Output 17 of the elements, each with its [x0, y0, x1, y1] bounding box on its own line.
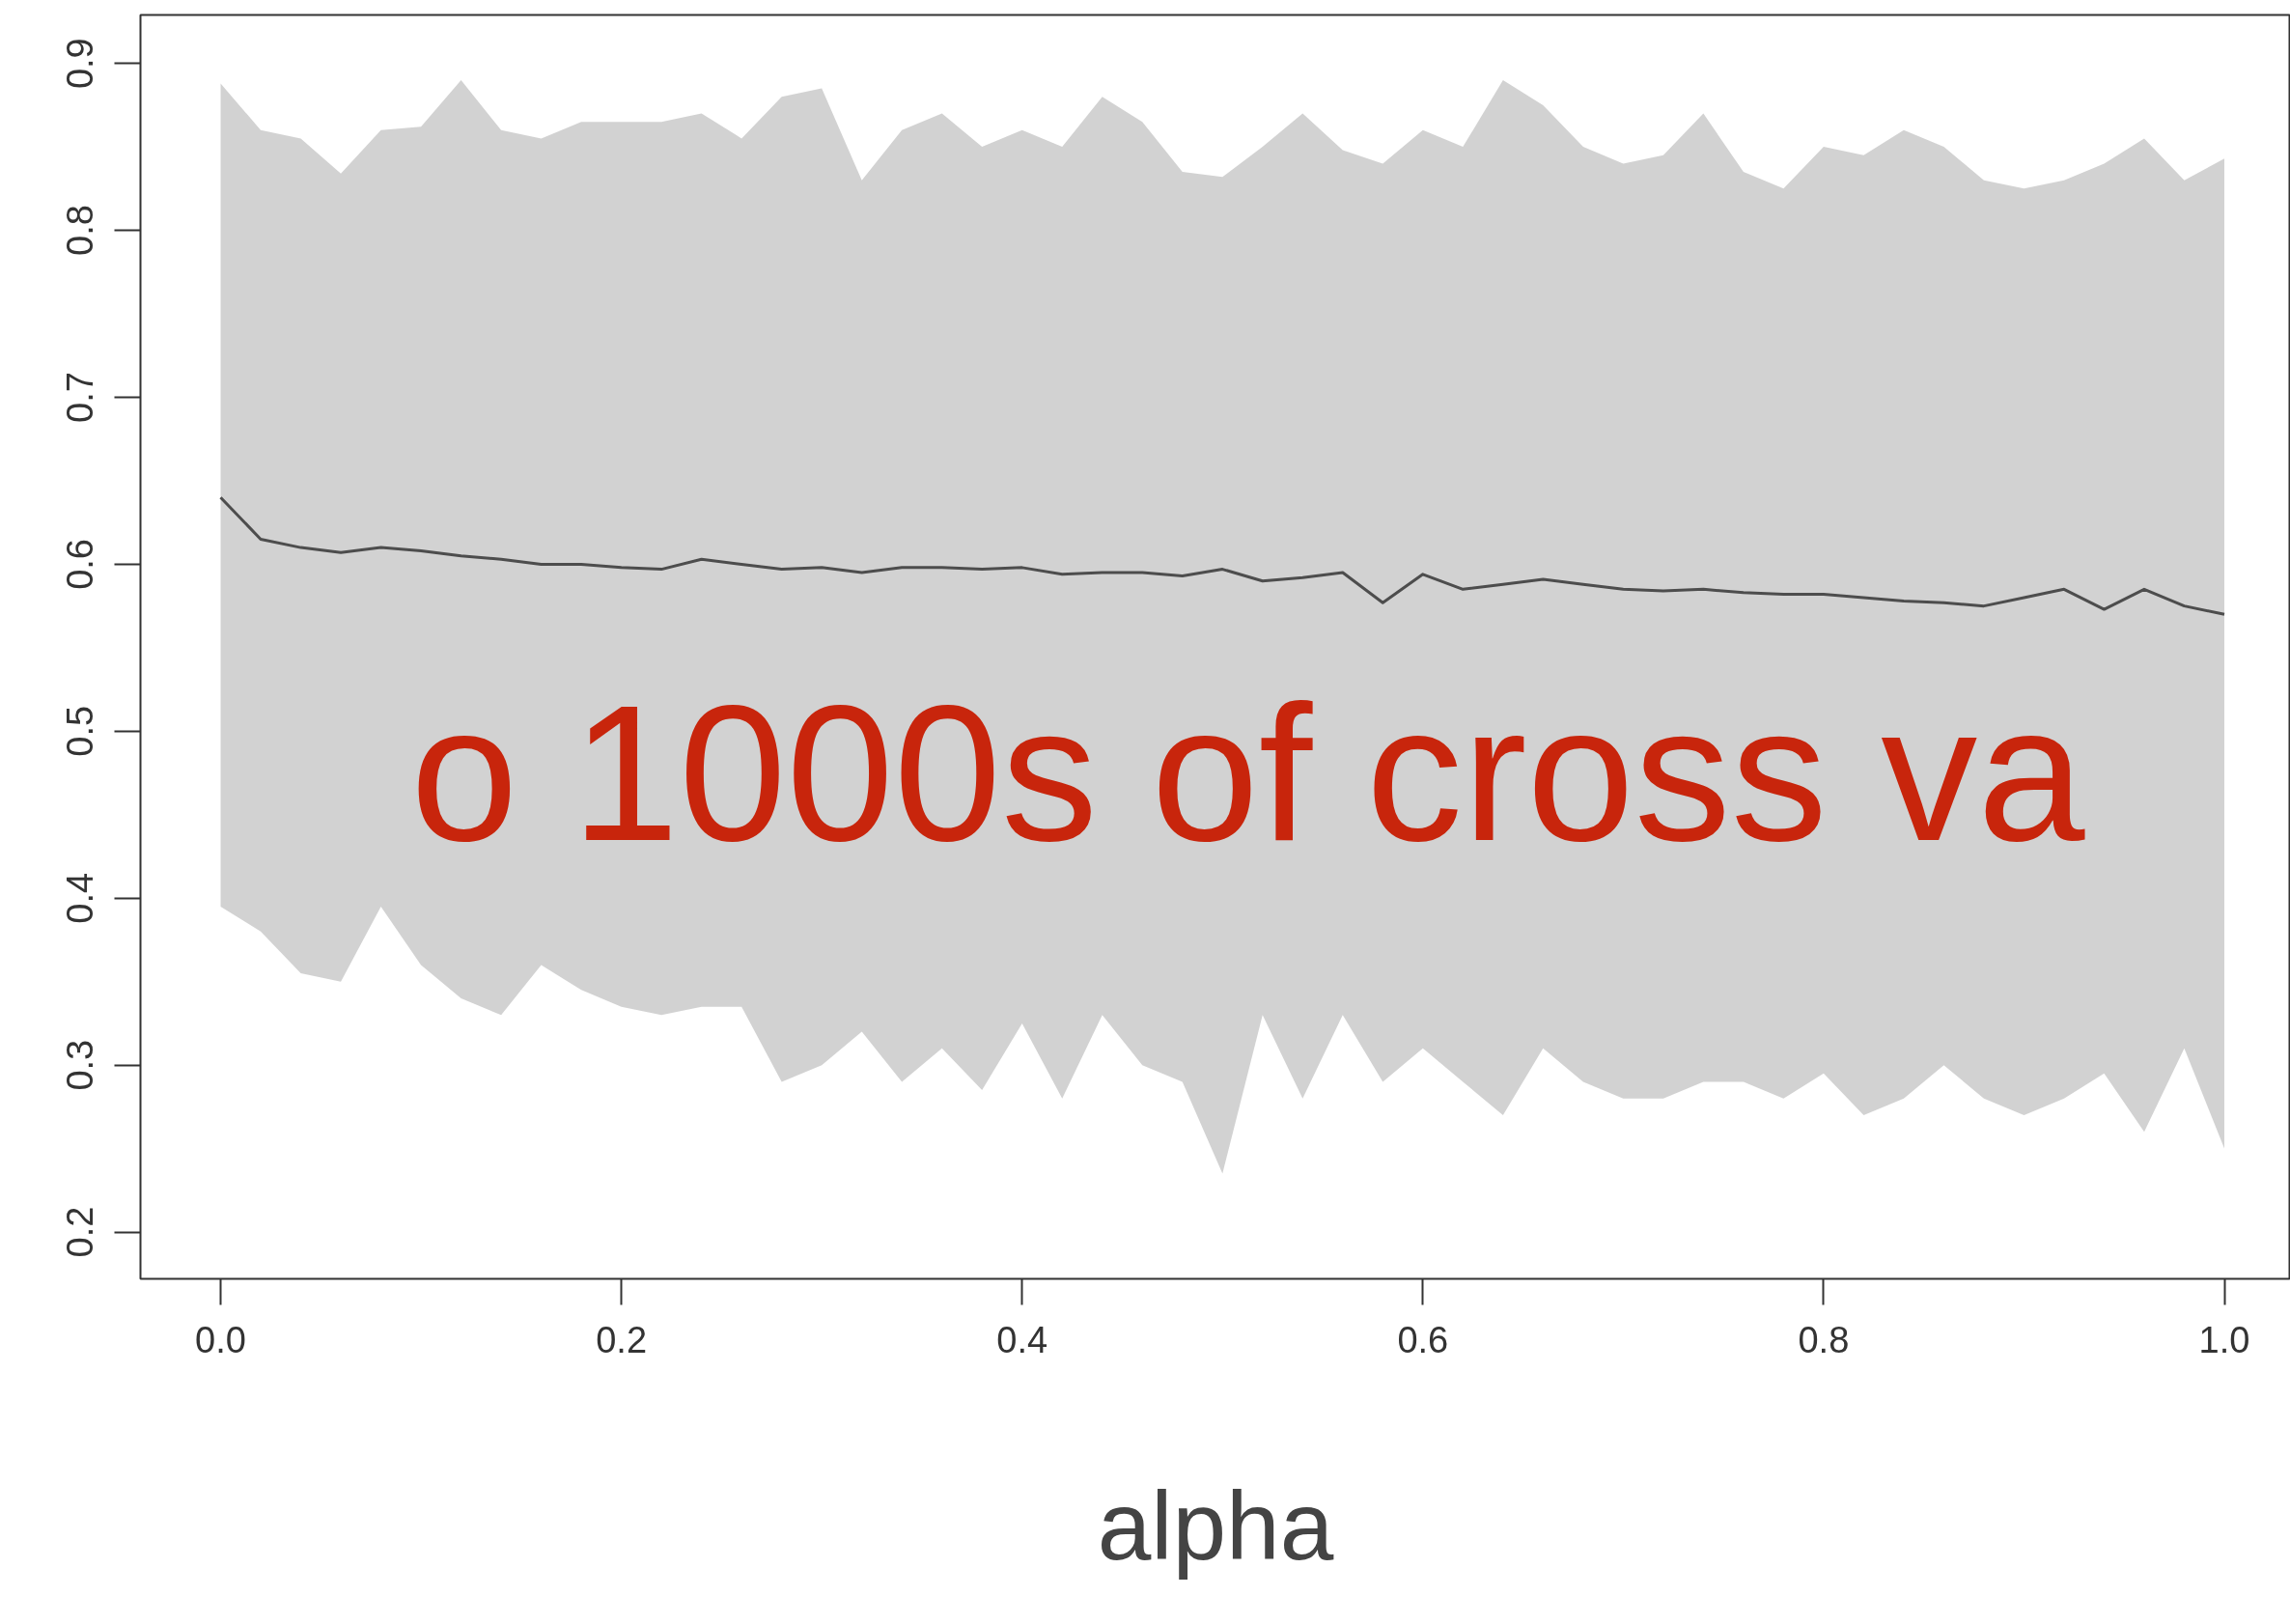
x-axis-title: alpha [1097, 1470, 1334, 1580]
y-tick-label: 0.2 [60, 1206, 101, 1258]
y-tick-label: 0.7 [60, 372, 101, 423]
y-tick-label: 0.9 [60, 38, 101, 90]
x-tick-label: 0.0 [195, 1319, 246, 1360]
y-tick-label: 0.5 [60, 705, 101, 757]
annotation: o 1000s of cross va [410, 665, 2086, 882]
y-tick-label: 0.8 [60, 205, 101, 256]
x-tick-label: 1.0 [2198, 1319, 2250, 1360]
y-tick-label: 0.6 [60, 538, 101, 590]
y-tick-label: 0.4 [60, 872, 101, 924]
x-tick-label: 0.6 [1397, 1319, 1449, 1360]
line-series [219, 495, 2226, 616]
x-tick-label: 0.8 [1798, 1319, 1850, 1360]
x-tick-label: 0.4 [996, 1319, 1048, 1360]
y-tick-label: 0.3 [60, 1039, 101, 1091]
x-tick-label: 0.2 [596, 1319, 648, 1360]
